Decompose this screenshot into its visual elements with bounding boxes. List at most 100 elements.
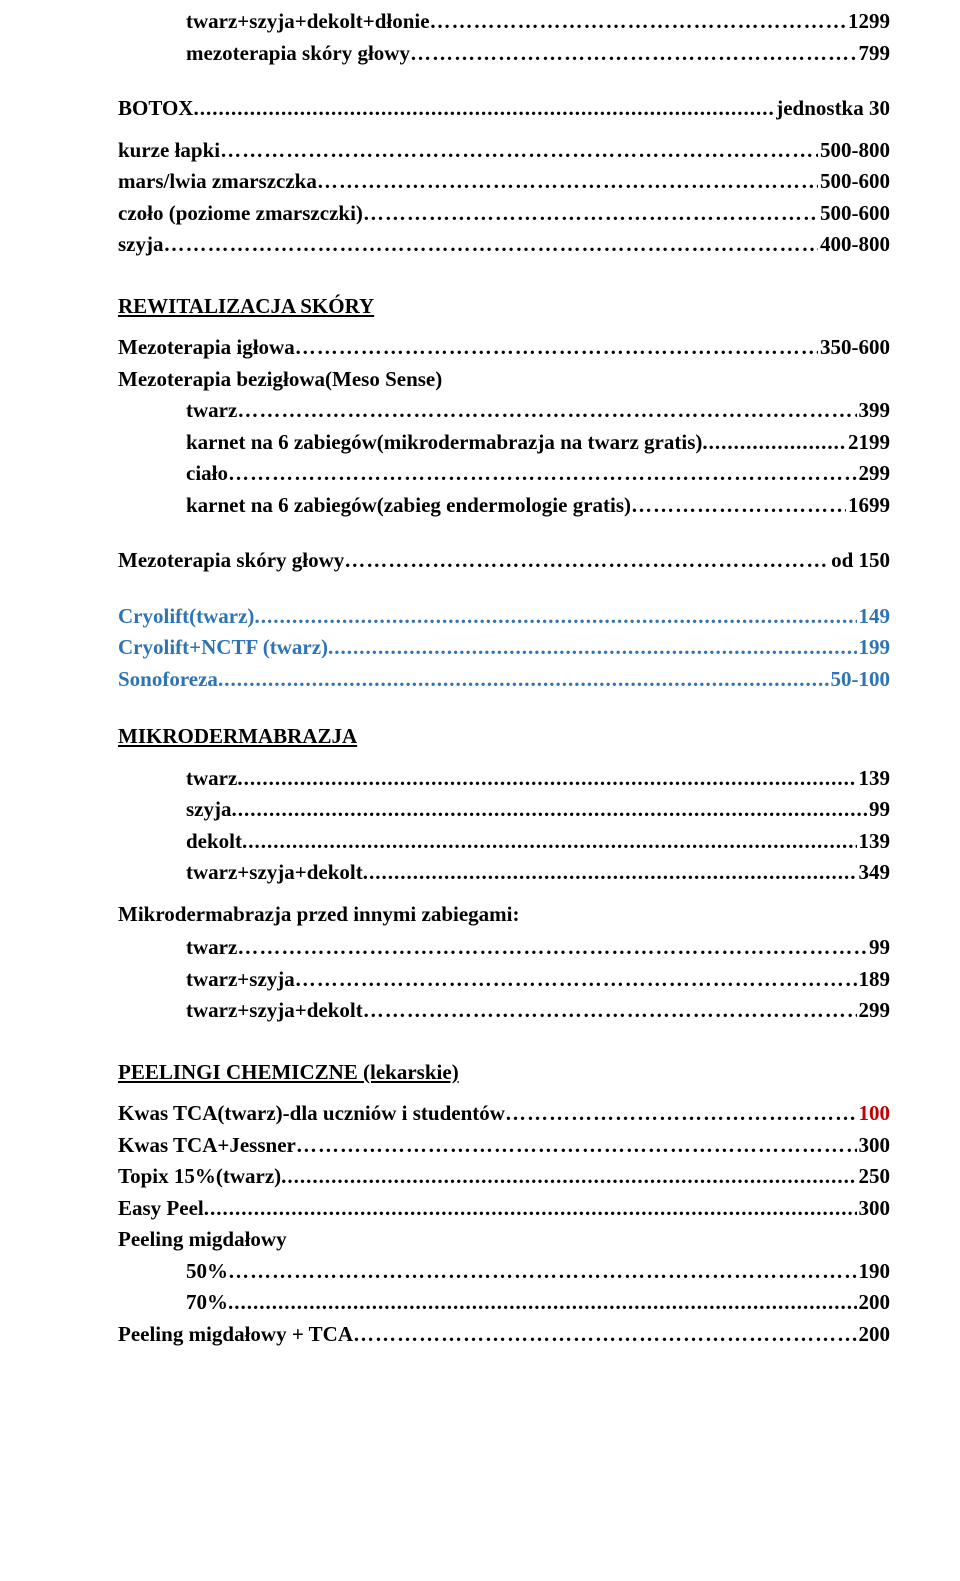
price-row: Kwas TCA(twarz)-dla uczniów i studentów … bbox=[118, 1098, 890, 1130]
item-label: twarz+szyja+dekolt bbox=[186, 995, 363, 1027]
item-value: 500-600 bbox=[818, 198, 890, 230]
item-label: Kwas TCA(twarz)-dla uczniów i studentów bbox=[118, 1098, 505, 1130]
leader-dots: …………………………………………………………………………………………………………… bbox=[505, 1098, 857, 1130]
price-row: twarz+szyja …………………………………………………………………………… bbox=[118, 964, 890, 996]
mikrodermabrazja-heading: MIKRODERMABRAZJA bbox=[118, 721, 890, 753]
item-value: 149 bbox=[857, 601, 891, 633]
leader-dots: …………………………………………………………………………………………………………… bbox=[295, 332, 818, 364]
document-page: twarz+szyja+dekolt+dłonie ……………………………………… bbox=[0, 0, 960, 1370]
price-row: Easy Peel ..............................… bbox=[118, 1193, 890, 1225]
item-value: 299 bbox=[857, 458, 891, 490]
leader-dots: ........................................… bbox=[242, 826, 856, 858]
item-value: 200 bbox=[857, 1287, 891, 1319]
price-row: Mezoterapia skóry głowy …………………………………………… bbox=[118, 545, 890, 577]
leader-dots: …………………………………………………………………………………………………………… bbox=[228, 458, 857, 490]
leader-dots: …………………………………………………………………………………………………………… bbox=[353, 1319, 857, 1351]
leader-dots: …………………………………………………………………………………………………………… bbox=[344, 545, 829, 577]
leader-dots: …………………………………………………………………………………………………………… bbox=[220, 135, 818, 167]
price-row: Mezoterapia bezigłowa(Meso Sense) bbox=[118, 364, 890, 396]
item-label: ciało bbox=[186, 458, 228, 490]
item-value: 350-600 bbox=[818, 332, 890, 364]
item-value: 300 bbox=[857, 1193, 891, 1225]
price-row: Cryolift(twarz) ........................… bbox=[118, 601, 890, 633]
item-label: mars/lwia zmarszczka bbox=[118, 166, 317, 198]
item-value: 200 bbox=[857, 1319, 891, 1351]
item-label: Peeling migdałowy bbox=[118, 1224, 287, 1256]
price-row: 50% ………………………………………………………………………………………………… bbox=[118, 1256, 890, 1288]
item-label: 70% bbox=[186, 1287, 228, 1319]
leader-dots: …………………………………………………………………………………………………………… bbox=[228, 1256, 857, 1288]
price-row: Cryolift+NCTF (twarz) ..................… bbox=[118, 632, 890, 664]
leader-dots: …………………………………………………………………………………………………………… bbox=[317, 166, 818, 198]
price-row: twarz …………………………………………………………………………………………… bbox=[118, 395, 890, 427]
mikro-subheading: Mikrodermabrazja przed innymi zabiegami: bbox=[118, 899, 890, 931]
item-value: 500-600 bbox=[818, 166, 890, 198]
price-row: Mezoterapia igłowa ………………………………………………………… bbox=[118, 332, 890, 364]
item-label: mezoterapia skóry głowy bbox=[186, 38, 410, 70]
price-row: twarz ..................................… bbox=[118, 763, 890, 795]
item-label: twarz+szyja+dekolt+dłonie bbox=[186, 6, 430, 38]
item-label: twarz bbox=[186, 932, 237, 964]
item-label: Mezoterapia skóry głowy bbox=[118, 545, 344, 577]
item-value: 400-800 bbox=[818, 229, 890, 261]
item-label: Cryolift(twarz) bbox=[118, 601, 254, 633]
leader-dots: …………………………………………………………………………………………………………… bbox=[363, 995, 857, 1027]
item-label: 50% bbox=[186, 1256, 228, 1288]
item-label: Topix 15%(twarz) bbox=[118, 1161, 281, 1193]
price-row: karnet na 6 zabiegów(zabieg endermologie… bbox=[118, 490, 890, 522]
leader-dots: …………………………………………………………………………………………………………… bbox=[237, 395, 856, 427]
leader-dots: …………………………………………………………………………………………………………… bbox=[295, 964, 857, 996]
price-row: szyja ..................................… bbox=[118, 794, 890, 826]
price-row: ciało …………………………………………………………………………………………… bbox=[118, 458, 890, 490]
item-value: 399 bbox=[857, 395, 891, 427]
item-label: kurze łapki bbox=[118, 135, 220, 167]
leader-dots: ........................................… bbox=[232, 794, 868, 826]
item-label: szyja bbox=[186, 794, 232, 826]
leader-dots: …………………………………………………………………………………………………………… bbox=[296, 1130, 857, 1162]
item-label: twarz bbox=[186, 395, 237, 427]
item-label: szyja bbox=[118, 229, 164, 261]
item-value: 50-100 bbox=[829, 664, 891, 696]
item-label: twarz bbox=[186, 763, 237, 795]
leader-dots: …………………………………………………………………………………………………………… bbox=[164, 229, 819, 261]
price-row: Peeling migdałowy + TCA …………………………………………… bbox=[118, 1319, 890, 1351]
leader-dots: ........................................… bbox=[702, 427, 846, 459]
price-row: twarz+szyja+dekolt+dłonie ……………………………………… bbox=[118, 6, 890, 38]
item-value: 189 bbox=[857, 964, 891, 996]
price-row: Peeling migdałowy bbox=[118, 1224, 890, 1256]
leader-dots: …………………………………………………………………………………………………………… bbox=[410, 38, 857, 70]
price-row: dekolt .................................… bbox=[118, 826, 890, 858]
leader-dots: ........................................… bbox=[328, 632, 856, 664]
item-value: 500-800 bbox=[818, 135, 890, 167]
item-value: od 150 bbox=[829, 545, 890, 577]
item-value: 250 bbox=[857, 1161, 891, 1193]
price-row: kurze łapki …………………………………………………………………………… bbox=[118, 135, 890, 167]
price-row: czoło (poziome zmarszczki) …………………………………… bbox=[118, 198, 890, 230]
item-value: 139 bbox=[857, 763, 891, 795]
item-label: twarz+szyja+dekolt bbox=[186, 857, 363, 889]
item-value: 99 bbox=[867, 794, 890, 826]
price-row: Topix 15%(twarz) .......................… bbox=[118, 1161, 890, 1193]
item-label: czoło (poziome zmarszczki) bbox=[118, 198, 363, 230]
leader-dots: ........................................… bbox=[237, 763, 856, 795]
item-value: 1699 bbox=[846, 490, 890, 522]
item-value: 1299 bbox=[846, 6, 890, 38]
item-label: Peeling migdałowy + TCA bbox=[118, 1319, 353, 1351]
item-value: 100 bbox=[857, 1098, 891, 1130]
item-value: 299 bbox=[857, 995, 891, 1027]
item-label: Kwas TCA+Jessner bbox=[118, 1130, 296, 1162]
leader-dots: ........................................… bbox=[254, 601, 856, 633]
item-label: Easy Peel bbox=[118, 1193, 204, 1225]
leader-dots: …………………………………………………………………………………………………………… bbox=[631, 490, 846, 522]
price-row: karnet na 6 zabiegów(mikrodermabrazja na… bbox=[118, 427, 890, 459]
leader-dots: …………………………………………………………………………………………………………… bbox=[363, 198, 818, 230]
item-label: twarz+szyja bbox=[186, 964, 295, 996]
price-row: mars/lwia zmarszczka …………………………………………………… bbox=[118, 166, 890, 198]
item-value: 190 bbox=[857, 1256, 891, 1288]
item-value: 139 bbox=[857, 826, 891, 858]
leader-dots: ........................................… bbox=[281, 1161, 856, 1193]
leader-dots: …………………………………………………………………………………………………………… bbox=[430, 6, 846, 38]
price-row: mezoterapia skóry głowy …………………………………………… bbox=[118, 38, 890, 70]
peelingi-heading: PEELINGI CHEMICZNE (lekarskie) bbox=[118, 1057, 890, 1089]
item-label: Cryolift+NCTF (twarz) bbox=[118, 632, 328, 664]
